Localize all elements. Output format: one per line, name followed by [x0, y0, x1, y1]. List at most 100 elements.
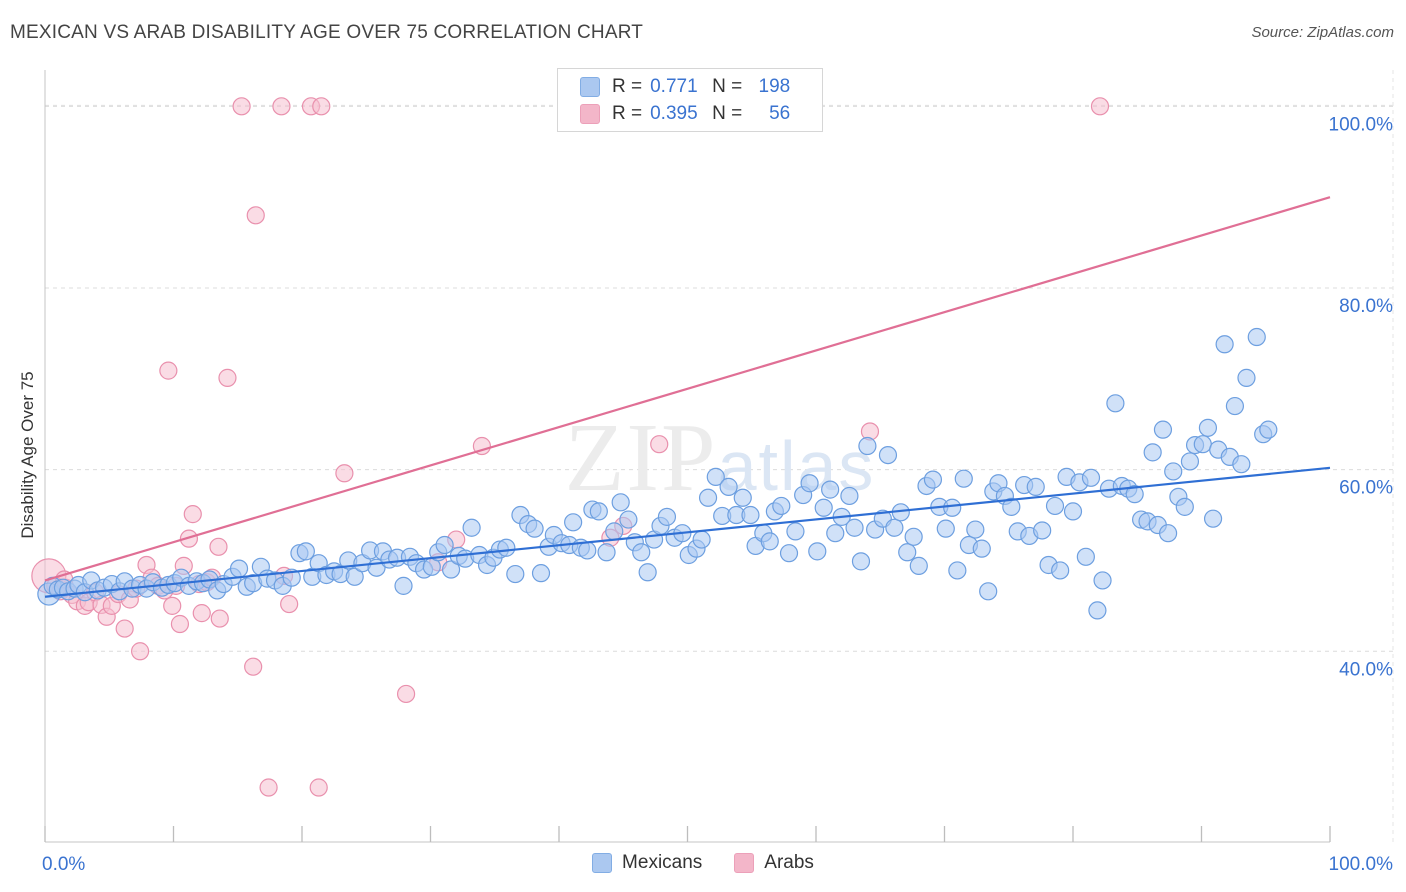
- mexican-point: [1051, 561, 1070, 580]
- legend-label-mexicans: Mexicans: [622, 852, 703, 873]
- mexican-point: [578, 541, 597, 560]
- mexican-point: [826, 524, 845, 543]
- mexican-point: [845, 518, 864, 537]
- legend-swatch-arabs: [580, 104, 600, 124]
- mexican-point: [531, 564, 551, 583]
- arab-point: [272, 97, 291, 116]
- mexican-point: [1225, 396, 1245, 416]
- mexican-point: [851, 552, 871, 571]
- mexican-point: [719, 477, 738, 496]
- mexican-point: [909, 556, 928, 575]
- mexicans-trend-line: [44, 466, 1331, 598]
- mexican-point: [692, 530, 711, 549]
- mexican-point: [1143, 443, 1162, 462]
- mexican-point: [1093, 571, 1112, 590]
- mexican-point: [435, 535, 454, 555]
- arab-point: [280, 594, 299, 614]
- mexican-point: [632, 543, 651, 562]
- mexican-point: [1175, 497, 1194, 516]
- mexican-point: [966, 520, 985, 539]
- arab-point: [259, 778, 278, 797]
- mexican-point: [1232, 455, 1251, 474]
- mexican-point: [800, 474, 819, 493]
- mexican-point: [885, 518, 904, 537]
- series-legend: Mexicans Arabs: [0, 852, 1406, 874]
- mexican-point: [1198, 418, 1218, 437]
- arab-point: [246, 206, 265, 225]
- mexican-point: [1215, 335, 1234, 354]
- mexican-point: [1063, 502, 1083, 521]
- mexican-point: [1125, 485, 1144, 504]
- mexican-point: [808, 542, 827, 561]
- arab-point: [179, 529, 199, 548]
- legend-item-arabs[interactable]: Arabs: [734, 852, 814, 874]
- arab-point: [115, 619, 134, 638]
- arab-point: [170, 614, 190, 634]
- mexican-point: [1203, 509, 1223, 528]
- arab-point: [159, 361, 178, 380]
- mexican-point: [525, 519, 544, 538]
- mexican-point: [878, 445, 898, 465]
- y-tick-label: 60.0%: [1339, 478, 1393, 499]
- arab-point: [312, 97, 331, 116]
- mexican-point: [1180, 452, 1200, 471]
- mexican-point: [1259, 420, 1278, 439]
- arab-point: [130, 642, 150, 661]
- chart-title: MEXICAN VS ARAB DISABILITY AGE OVER 75 C…: [10, 22, 644, 43]
- mexican-point: [1193, 435, 1212, 454]
- mexican-point: [589, 502, 608, 521]
- mexican-point: [506, 564, 525, 584]
- y-tick-label: 40.0%: [1339, 659, 1393, 680]
- legend-swatch-arabs: [734, 853, 755, 873]
- mexican-point: [706, 467, 725, 486]
- mexican-point: [786, 522, 805, 541]
- tick-labels: 40.0% 60.0% 80.0% 100.0% 0.0% 100.0%: [42, 114, 1393, 875]
- mexican-point: [619, 510, 638, 529]
- mexican-point: [760, 532, 779, 551]
- arab-point: [244, 657, 263, 676]
- n-label: N =: [712, 76, 743, 97]
- mexican-point: [840, 486, 859, 506]
- mexican-point: [1081, 468, 1101, 487]
- legend-swatch-mexicans: [580, 77, 600, 97]
- mexican-point: [898, 543, 917, 562]
- n-value: 198: [758, 76, 791, 97]
- arab-point: [183, 505, 202, 524]
- mexican-point: [904, 527, 923, 546]
- mexican-point: [1164, 462, 1183, 481]
- stats-legend: R = 0.771 N = 198 R = 0.395 N = 56: [557, 68, 823, 132]
- mexican-point: [345, 567, 364, 586]
- axes: [44, 70, 1331, 843]
- trend-lines: [44, 196, 1331, 598]
- arab-point: [218, 368, 237, 387]
- arab-point: [192, 604, 211, 623]
- legend-item-mexicans[interactable]: Mexicans: [592, 852, 702, 874]
- y-tick-label: 80.0%: [1339, 296, 1393, 317]
- mexican-point: [779, 544, 799, 563]
- mexican-point: [948, 561, 967, 580]
- mexican-point: [979, 582, 998, 601]
- x-tick-label: 0.0%: [42, 854, 85, 875]
- mexican-point: [296, 542, 315, 561]
- legend-row-mexicans: R = 0.771 N = 198: [580, 74, 790, 100]
- legend-swatch-mexicans: [592, 853, 613, 873]
- mexican-point: [814, 498, 833, 517]
- arab-point: [650, 435, 669, 454]
- x-tick-label: 100.0%: [1329, 854, 1394, 875]
- mexican-point: [564, 513, 583, 532]
- y-tick-label: 100.0%: [1329, 114, 1394, 135]
- mexican-point: [772, 496, 791, 516]
- mexican-point: [394, 576, 413, 595]
- mexican-point: [1247, 327, 1266, 347]
- mexican-point: [741, 505, 760, 525]
- mexican-point: [972, 539, 991, 558]
- mexican-point: [1106, 394, 1125, 413]
- mexican-point: [1158, 524, 1178, 543]
- mexican-point: [821, 480, 840, 499]
- n-label: N =: [712, 103, 743, 124]
- r-label: R =: [612, 76, 643, 97]
- source-label: Source: ZipAtlas.com: [1251, 24, 1394, 41]
- r-value: 0.395: [650, 103, 698, 124]
- legend-row-arabs: R = 0.395 N = 56: [580, 101, 790, 127]
